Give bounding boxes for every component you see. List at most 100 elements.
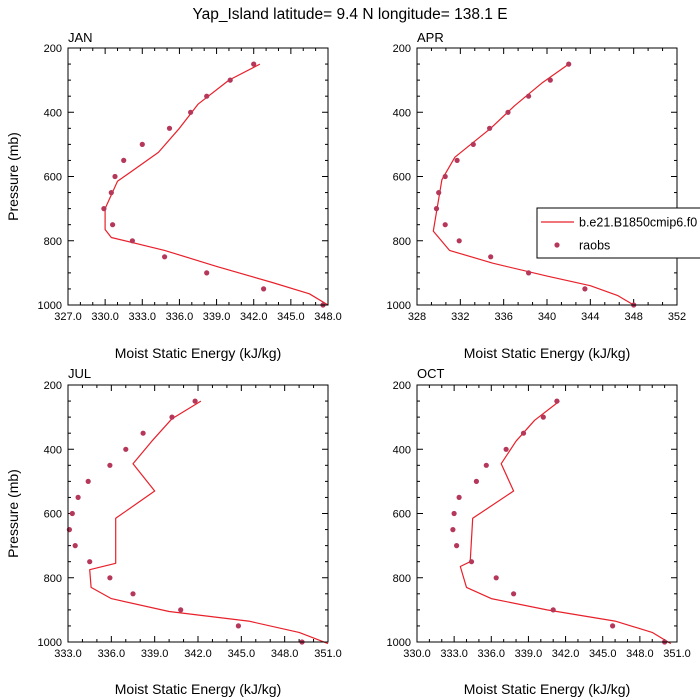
raobs-point: [69, 510, 75, 517]
x-tick-label: 328: [408, 311, 426, 323]
y-tick-label: 400: [44, 107, 62, 119]
panel-apr: APR 328 332 336 340 344 348 352 200 400 600 800 100…: [387, 30, 687, 361]
panel-jan: JAN 327.0 330.0 333.0 336.0 339.0 342.0 345.0 3…: [5, 30, 342, 361]
raobs-point: [468, 559, 475, 565]
model-profile-line: [459, 400, 672, 645]
y-tick-label: 800: [393, 573, 411, 585]
raobs-point: [540, 414, 546, 420]
raobs-point: [188, 109, 194, 115]
x-axis-label: Moist Static Energy (kJ/kg): [464, 345, 631, 361]
x-tick-label: 339.0: [141, 648, 169, 660]
raobs-point: [123, 446, 129, 452]
raobs-point: [433, 206, 440, 212]
legend-obs-label: raobs: [579, 239, 610, 253]
raobs-point: [493, 575, 499, 581]
x-tick-label: 330.0: [91, 311, 119, 323]
ticks: 327.0 330.0 333.0 336.0 339.0 342.0 345.0 348.0…: [38, 43, 342, 323]
ticks: 328 332 336 340 344 348 352 200 400 600 800 1000: [387, 43, 687, 323]
raobs-point: [488, 254, 494, 260]
panel-jul: JUL 333.0 336.0 339.0 342.0 345.0 348.0 351.0 2…: [5, 366, 342, 697]
x-tick-label: 336: [494, 311, 512, 323]
y-axis-label: Pressure (mb): [5, 469, 21, 558]
raobs-point: [107, 462, 113, 468]
model-profile-line: [432, 63, 635, 306]
raobs-point: [520, 430, 527, 436]
raobs-point: [204, 270, 210, 276]
raobs-point: [235, 623, 241, 629]
raobs-point: [454, 157, 460, 163]
raobs-point: [442, 222, 448, 228]
x-axis-label: Moist Static Energy (kJ/kg): [115, 345, 282, 361]
panel-title: JUL: [68, 366, 91, 381]
y-tick-label: 400: [44, 444, 62, 456]
panel-title: OCT: [417, 366, 445, 381]
raobs-point: [487, 125, 493, 131]
y-tick-label: 200: [393, 43, 411, 55]
x-tick-label: 339.0: [515, 648, 543, 660]
raobs-point: [454, 543, 460, 549]
raobs-point: [166, 125, 173, 131]
raobs-point: [110, 222, 116, 228]
raobs-point: [582, 286, 588, 292]
raobs-point: [162, 254, 168, 260]
ticks: 330.0 333.0 336.0 339.0 342.0 345.0 348.0 351.0…: [387, 380, 691, 660]
figure-title: Yap_Island latitude= 9.4 N longitude= 13…: [192, 6, 507, 23]
raobs-point: [450, 527, 456, 533]
raobs-point: [566, 61, 572, 67]
x-tick-label: 348.0: [271, 648, 299, 660]
raobs-point: [526, 270, 532, 276]
raobs-point: [192, 398, 198, 404]
raobs-point: [129, 238, 135, 244]
x-tick-label: 333.0: [54, 648, 82, 660]
raobs-point: [140, 430, 146, 436]
y-tick-label: 600: [393, 509, 411, 521]
raobs-point: [75, 494, 81, 500]
plot-frame: [67, 384, 329, 643]
legend: b.e21.B1850cmip6.f0 raobs: [536, 207, 700, 259]
raobs-point: [108, 190, 114, 196]
x-tick-label: 336.0: [478, 648, 506, 660]
data-marks: [432, 61, 637, 308]
raobs-point: [72, 543, 78, 549]
x-tick-label: 333.0: [129, 311, 157, 323]
raobs-point: [550, 607, 556, 613]
raobs-point: [456, 494, 462, 500]
y-axis-label: Pressure (mb): [5, 132, 21, 221]
y-tick-label: 200: [44, 43, 62, 55]
data-marks: [101, 61, 329, 308]
raobs-point: [436, 190, 442, 196]
x-tick-label: 345.0: [277, 311, 305, 323]
x-tick-label: 342.0: [184, 648, 212, 660]
x-axis-label: Moist Static Energy (kJ/kg): [115, 681, 282, 697]
legend-obs-swatch: [554, 242, 560, 248]
raobs-point: [503, 446, 509, 452]
raobs-point: [473, 478, 479, 484]
raobs-point: [87, 559, 93, 565]
x-tick-label: 348: [624, 311, 642, 323]
x-axis-label: Moist Static Energy (kJ/kg): [464, 681, 631, 697]
x-tick-label: 342.0: [552, 648, 580, 660]
x-tick-label: 351.0: [314, 648, 342, 660]
raobs-point: [456, 238, 462, 244]
x-tick-label: 339.0: [203, 311, 231, 323]
x-tick-label: 345.0: [589, 648, 617, 660]
x-tick-label: 333.0: [440, 648, 468, 660]
x-tick-label: 336.0: [166, 311, 194, 323]
x-tick-label: 330.0: [403, 648, 431, 660]
y-tick-label: 1000: [387, 300, 411, 312]
raobs-point: [178, 607, 184, 613]
y-tick-label: 1000: [387, 637, 411, 649]
raobs-point: [227, 77, 233, 83]
y-tick-label: 800: [44, 236, 62, 248]
x-tick-label: 351.0: [663, 648, 691, 660]
data-marks: [450, 398, 672, 645]
x-tick-label: 342.0: [240, 311, 268, 323]
raobs-point: [121, 157, 127, 163]
panel-title: APR: [417, 30, 444, 45]
raobs-point: [610, 623, 616, 629]
raobs-point: [107, 575, 113, 581]
raobs-point: [483, 462, 489, 468]
y-tick-label: 1000: [38, 637, 62, 649]
x-tick-label: 345.0: [228, 648, 256, 660]
raobs-point: [251, 61, 257, 67]
